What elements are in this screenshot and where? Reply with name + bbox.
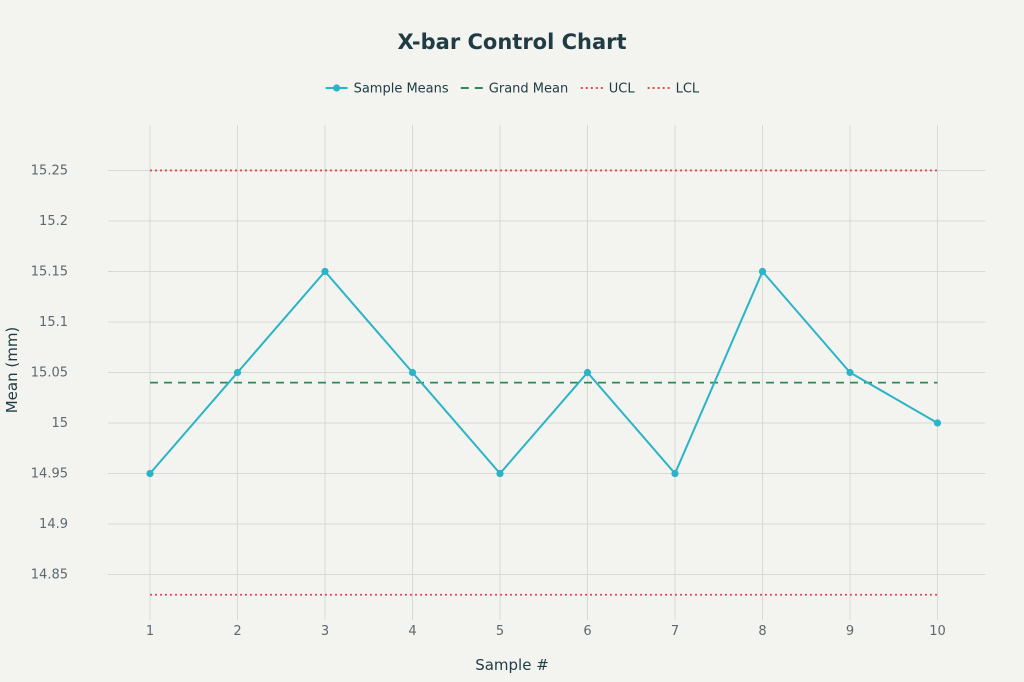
x-tick-label: 5 — [496, 624, 504, 639]
y-tick-label: 14.95 — [31, 467, 68, 482]
y-tick-label: 15.1 — [39, 315, 68, 330]
series-layer — [146, 169, 942, 596]
y-tick-label: 15.25 — [31, 163, 68, 178]
legend-item-sample-means[interactable]: Sample Means — [325, 82, 449, 97]
y-tick-label: 15.15 — [31, 264, 68, 279]
series-line-sample-means — [149, 269, 938, 476]
data-point — [408, 368, 417, 377]
legend-item-lcl[interactable]: LCL — [647, 82, 700, 97]
x-tick-label: 1 — [146, 624, 154, 639]
y-tick-label: 14.9 — [39, 517, 68, 532]
legend-label: Sample Means — [354, 82, 449, 97]
x-tick-labels: 1 2 3 4 5 6 7 8 9 10 — [146, 624, 946, 639]
data-point — [671, 469, 679, 478]
y-tick-label: 15.05 — [31, 366, 68, 381]
x-tick-label: 4 — [408, 624, 416, 639]
chart-title: X-bar Control Chart — [397, 30, 626, 54]
x-tick-label: 3 — [321, 624, 329, 639]
data-point — [321, 267, 329, 276]
data-point — [233, 368, 242, 377]
legend-label: Grand Mean — [489, 82, 568, 97]
x-tick-label: 7 — [671, 624, 679, 639]
y-axis-label: Mean (mm) — [3, 327, 21, 414]
legend-label: LCL — [676, 82, 700, 97]
data-point — [583, 368, 592, 377]
data-point — [933, 419, 942, 427]
legend-item-grand-mean[interactable]: Grand Mean — [460, 82, 568, 97]
data-point — [496, 469, 504, 478]
data-point — [758, 267, 767, 276]
y-tick-label: 15 — [51, 416, 68, 431]
legend: Sample Means Grand Mean UCL LCL — [325, 82, 700, 97]
y-tick-label: 15.2 — [39, 214, 68, 229]
legend-label: UCL — [609, 82, 636, 97]
data-point — [146, 469, 154, 478]
x-tick-label: 6 — [583, 624, 591, 639]
data-point — [846, 368, 854, 377]
y-tick-label: 14.85 — [31, 568, 68, 583]
grid — [108, 125, 986, 620]
legend-item-ucl[interactable]: UCL — [580, 82, 636, 97]
y-tick-labels: 14.85 14.9 14.95 15 15.05 15.1 15.15 15.2 15.25 — [31, 163, 68, 582]
x-tick-label: 9 — [846, 624, 854, 639]
x-tick-label: 2 — [233, 624, 241, 639]
x-tick-label: 8 — [758, 624, 766, 639]
x-axis-label: Sample # — [475, 656, 549, 674]
legend-marker — [333, 84, 341, 92]
x-tick-label: 10 — [929, 624, 946, 639]
